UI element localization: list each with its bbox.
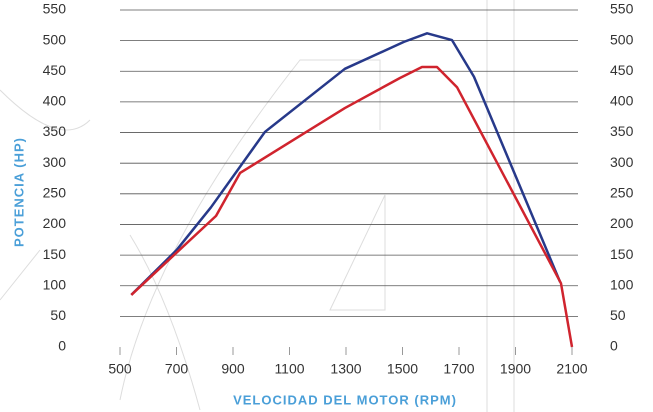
y2-tick-label: 200 — [610, 215, 634, 231]
y2-tick-label: 450 — [610, 62, 634, 78]
x-tick-label: 1300 — [330, 361, 361, 377]
y-tick-label: 250 — [43, 185, 67, 201]
y2-tick-label: 50 — [610, 307, 626, 323]
y-tick-label: 0 — [58, 338, 66, 354]
y2-tick-label: 250 — [610, 185, 634, 201]
y-tick-label: 150 — [43, 246, 67, 262]
x-tick-label: 2100 — [556, 361, 587, 377]
x-tick-label: 1100 — [274, 361, 304, 377]
y2-tick-label: 0 — [610, 338, 618, 354]
y2-tick-label: 550 — [610, 1, 634, 17]
x-tick-label: 1500 — [387, 361, 418, 377]
y2-tick-label: 100 — [610, 276, 634, 292]
y-tick-label: 500 — [43, 31, 67, 47]
y-tick-label: 300 — [43, 154, 67, 170]
y2-tick-label: 300 — [610, 154, 634, 170]
x-tick-label: 900 — [221, 361, 245, 377]
x-axis-title: VELOCIDAD DEL MOTOR (RPM) — [233, 392, 457, 407]
y2-tick-label: 350 — [610, 123, 634, 139]
y2-tick-label: 150 — [610, 246, 634, 262]
y-tick-label: 350 — [43, 123, 67, 139]
y-tick-label: 450 — [43, 62, 67, 78]
x-tick-label: 700 — [165, 361, 189, 377]
y-axis-title: POTENCIA (HP) — [11, 137, 26, 247]
x-tick-label: 500 — [108, 361, 132, 377]
x-tick-label: 1700 — [443, 361, 474, 377]
y2-tick-label: 500 — [610, 31, 634, 47]
y-tick-label: 550 — [43, 1, 67, 17]
y-tick-label: 50 — [50, 307, 66, 323]
y-tick-label: 100 — [43, 276, 67, 292]
y2-tick-label: 400 — [610, 93, 634, 109]
y-tick-label: 200 — [43, 215, 67, 231]
y-tick-label: 400 — [43, 93, 67, 109]
x-tick-label: 1900 — [500, 361, 531, 377]
series-line — [130, 65, 574, 348]
series-line — [130, 32, 562, 296]
background-decoration — [0, 0, 515, 412]
